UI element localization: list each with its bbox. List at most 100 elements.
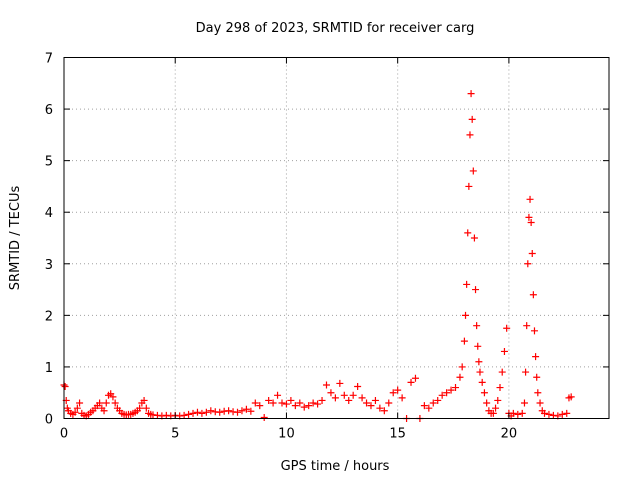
data-point [503,324,511,332]
data-point [525,213,533,221]
data-point [458,363,466,371]
data-point [305,402,313,410]
data-point [470,234,478,242]
data-point [475,358,483,366]
data-point [336,379,344,387]
data-point [494,396,502,404]
grid-lines [64,57,609,419]
data-point [216,408,224,416]
data-point [189,409,197,417]
data-point [140,396,148,404]
plot-frame [63,57,610,419]
data-point [463,280,471,288]
data-point [309,399,317,407]
data-point [528,249,536,257]
data-point [278,399,286,407]
data-point [492,404,500,412]
data-point [76,399,84,407]
data-point [567,393,575,401]
y-tick-label: 2 [45,309,53,324]
data-point [443,389,451,397]
data-point [322,381,330,389]
data-point [73,404,81,412]
data-point [398,394,406,402]
data-point [256,402,264,410]
x-axis-label: GPS time / hours [281,459,390,474]
data-point [522,368,530,376]
chart-title: Day 298 of 2023, SRMTID for receiver car… [196,21,475,36]
data-point [363,399,371,407]
data-point [136,404,144,412]
data-point [526,195,534,203]
data-point [265,396,273,404]
data-point [425,404,433,412]
data-point [389,389,397,397]
data-point [345,396,353,404]
data-point [518,409,526,417]
y-tick-label: 6 [45,103,53,118]
data-point [96,399,104,407]
data-point [558,410,566,418]
data-point [514,410,522,418]
data-point [489,409,497,417]
data-point [474,342,482,350]
data-point [500,347,508,355]
data-point [71,408,79,416]
data-point [247,407,255,415]
data-point [429,399,437,407]
data-point [460,337,468,345]
data-point [314,400,322,408]
data-point [523,322,531,330]
data-point [331,394,339,402]
data-point [367,402,375,410]
y-tick-label: 3 [45,258,53,273]
data-point [287,396,295,404]
data-point [465,182,473,190]
data-point [478,378,486,386]
data-point [269,399,277,407]
data-point [527,219,535,227]
data-point [447,386,455,394]
data-point [420,402,428,410]
data-point [545,410,553,418]
data-point [469,167,477,175]
data-point [300,403,308,411]
data-point [340,391,348,399]
data-point [100,407,108,415]
data-point [534,389,542,397]
data-point [467,90,475,98]
x-tick-label: 15 [389,427,406,442]
data-point [529,291,537,299]
data-point [111,399,119,407]
data-point [411,374,419,382]
data-point [102,399,110,407]
data-point [476,368,484,376]
x-tick-label: 10 [278,427,295,442]
data-point [438,391,446,399]
data-point [434,396,442,404]
y-tick-label: 1 [45,361,53,376]
data-point [407,378,415,386]
data-point [358,394,366,402]
x-tick-label: 5 [171,427,179,442]
y-tick-label: 0 [45,413,53,428]
data-point [238,407,246,415]
data-point [142,404,150,412]
data-point [296,399,304,407]
data-point [462,311,470,319]
y-tick-label: 7 [45,52,53,67]
data-point [193,408,201,416]
data-point [533,373,541,381]
data-point [180,411,188,419]
data-point [498,368,506,376]
data-point [185,410,193,418]
data-point [225,407,233,415]
x-tick-label: 20 [501,427,518,442]
axis-ticks: 0 5 10 15 20 0 1 2 3 4 5 6 7 [45,52,609,442]
data-point [536,399,544,407]
data-point [563,409,571,417]
data-point [202,408,210,416]
data-point [274,391,282,399]
data-point [282,400,290,408]
data-point [385,399,393,407]
